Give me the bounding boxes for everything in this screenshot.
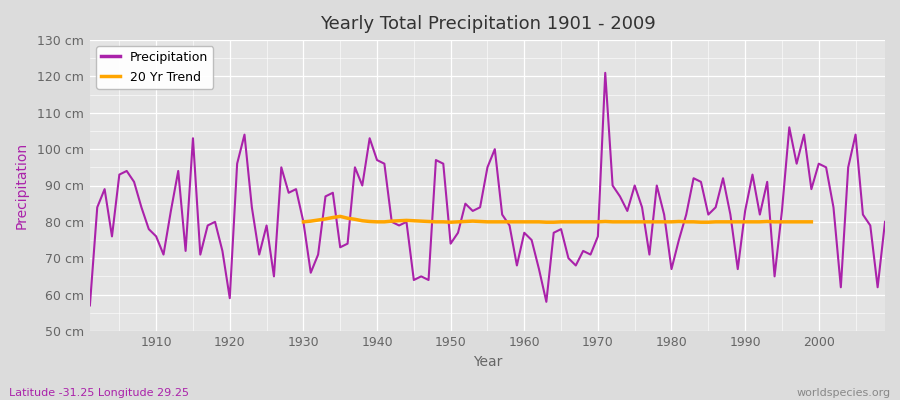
Line: Precipitation: Precipitation	[90, 73, 885, 306]
Text: worldspecies.org: worldspecies.org	[796, 388, 891, 398]
Precipitation	[305, 270, 316, 275]
20 Yr Trend	[335, 214, 346, 219]
20 Yr Trend	[592, 220, 603, 224]
Precipitation	[879, 220, 890, 224]
X-axis label: Year: Year	[472, 355, 502, 369]
20 Yr Trend	[747, 220, 758, 224]
20 Yr Trend	[467, 219, 478, 224]
Precipitation	[511, 263, 522, 268]
Title: Yearly Total Precipitation 1901 - 2009: Yearly Total Precipitation 1901 - 2009	[320, 15, 655, 33]
20 Yr Trend	[526, 220, 537, 224]
Precipitation	[599, 70, 610, 75]
20 Yr Trend	[298, 220, 309, 224]
Precipitation	[85, 303, 95, 308]
20 Yr Trend	[372, 220, 382, 224]
20 Yr Trend	[423, 219, 434, 224]
Precipitation	[349, 165, 360, 170]
Precipitation	[519, 230, 530, 235]
Legend: Precipitation, 20 Yr Trend: Precipitation, 20 Yr Trend	[96, 46, 213, 89]
Precipitation	[615, 194, 626, 199]
20 Yr Trend	[806, 220, 817, 224]
20 Yr Trend	[446, 220, 456, 225]
Line: 20 Yr Trend: 20 Yr Trend	[303, 216, 812, 222]
Y-axis label: Precipitation: Precipitation	[15, 142, 29, 229]
Text: Latitude -31.25 Longitude 29.25: Latitude -31.25 Longitude 29.25	[9, 388, 189, 398]
Precipitation	[143, 227, 154, 232]
